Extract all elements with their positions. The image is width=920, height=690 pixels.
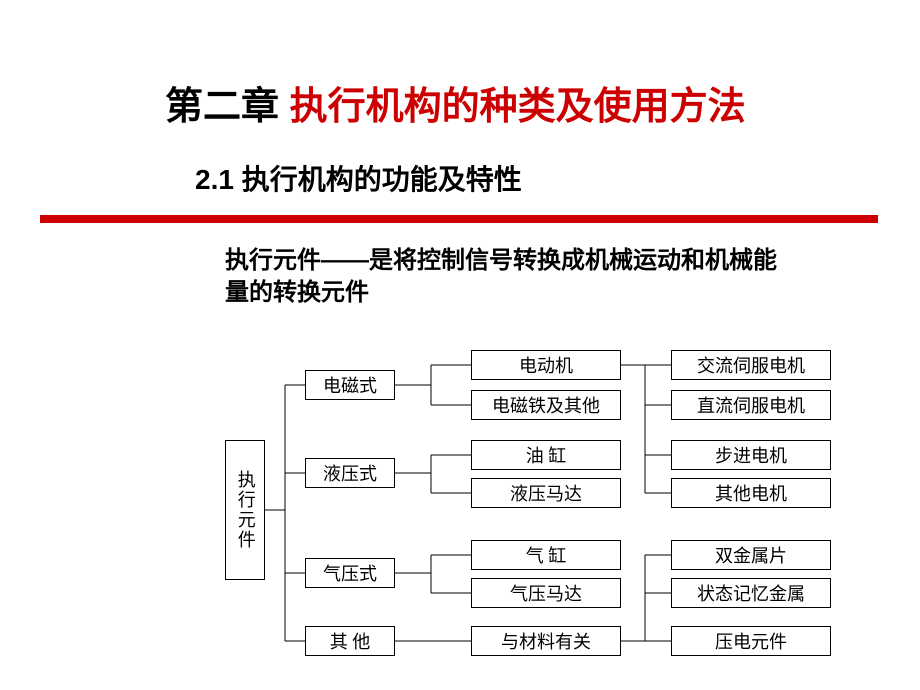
tree-node: 电磁式	[305, 370, 395, 400]
tree-node: 液压式	[305, 458, 395, 488]
tree-node: 执行元件	[225, 440, 265, 580]
tree-node: 电动机	[471, 350, 621, 380]
tree-node: 直流伺服电机	[671, 390, 831, 420]
tree-node: 压电元件	[671, 626, 831, 656]
tree-node: 气压式	[305, 558, 395, 588]
tree-node: 其 他	[305, 626, 395, 656]
tree-node: 步进电机	[671, 440, 831, 470]
divider-bar	[40, 215, 878, 223]
tree-node: 气 缸	[471, 540, 621, 570]
section-title: 2.1 执行机构的功能及特性	[195, 158, 522, 198]
tree-node: 状态记忆金属	[671, 578, 831, 608]
section-name: 执行机构的功能及特性	[234, 164, 522, 195]
chapter-title: 第二章 执行机构的种类及使用方法	[165, 75, 746, 130]
chapter-name: 执行机构的种类及使用方法	[279, 86, 746, 128]
definition-text: 执行元件——是将控制信号转换成机械运动和机械能量的转换元件	[225, 245, 785, 310]
tree-node: 与材料有关	[471, 626, 621, 656]
tree-node: 其他电机	[671, 478, 831, 508]
tree-node: 双金属片	[671, 540, 831, 570]
tree-node: 油 缸	[471, 440, 621, 470]
tree-node: 电磁铁及其他	[471, 390, 621, 420]
tree-node: 液压马达	[471, 478, 621, 508]
chapter-number: 第二章	[165, 86, 279, 128]
tree-node: 气压马达	[471, 578, 621, 608]
tree-diagram: 执行元件 电磁式液压式气压式其 他 电动机电磁铁及其他油 缸液压马达气 缸气压马达与…	[225, 350, 905, 670]
tree-node: 交流伺服电机	[671, 350, 831, 380]
section-number: 2.1	[195, 164, 234, 195]
